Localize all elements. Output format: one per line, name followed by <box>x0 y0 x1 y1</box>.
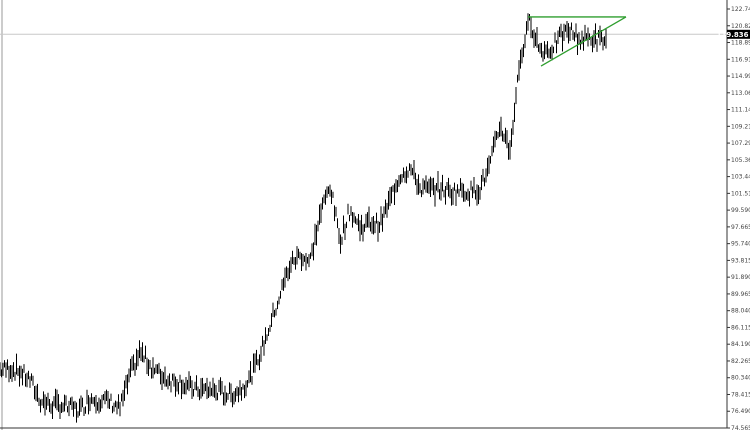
y-tick-label: 76.490 <box>731 408 750 415</box>
y-tick-label: 116.915 <box>731 56 750 63</box>
y-tick-label: 107.290 <box>731 140 750 147</box>
y-tick-label: 86.115 <box>731 324 750 331</box>
y-tick-label: 95.740 <box>731 241 750 248</box>
y-tick-label: 105.365 <box>731 157 750 164</box>
y-tick-label: 74.565 <box>731 425 750 430</box>
y-tick-label: 80.340 <box>731 375 750 382</box>
y-tick-label: 120.820 <box>731 23 750 30</box>
price-series <box>0 13 607 423</box>
y-tick-label: 84.190 <box>731 341 750 348</box>
y-tick-label: 118.895 <box>731 40 750 47</box>
y-tick-label: 114.990 <box>731 73 750 80</box>
y-tick-label: 109.215 <box>731 123 750 130</box>
y-tick-label: 101.515 <box>731 190 750 197</box>
trendline[interactable] <box>540 16 627 67</box>
current-price-label: 119.836 <box>717 31 749 39</box>
y-tick-label: 99.590 <box>731 207 750 214</box>
y-tick-label: 93.815 <box>731 257 750 264</box>
trendlines <box>528 16 627 67</box>
y-tick-label: 103.440 <box>731 174 750 181</box>
y-tick-label: 122.745 <box>731 6 750 13</box>
y-axis-ticks: 122.745 120.820 118.895 116.915 114.990 113.0… <box>727 6 750 430</box>
y-tick-label: 88.040 <box>731 308 750 315</box>
y-tick-label: 78.415 <box>731 391 750 398</box>
y-tick-label: 111.140 <box>731 107 750 114</box>
y-tick-label: 97.665 <box>731 224 750 231</box>
y-tick-label: 113.065 <box>731 90 750 97</box>
y-tick-label: 91.890 <box>731 274 750 281</box>
current-price-label-bg <box>727 29 750 39</box>
y-tick-label: 82.265 <box>731 358 750 365</box>
y-tick-label: 89.965 <box>731 291 750 298</box>
